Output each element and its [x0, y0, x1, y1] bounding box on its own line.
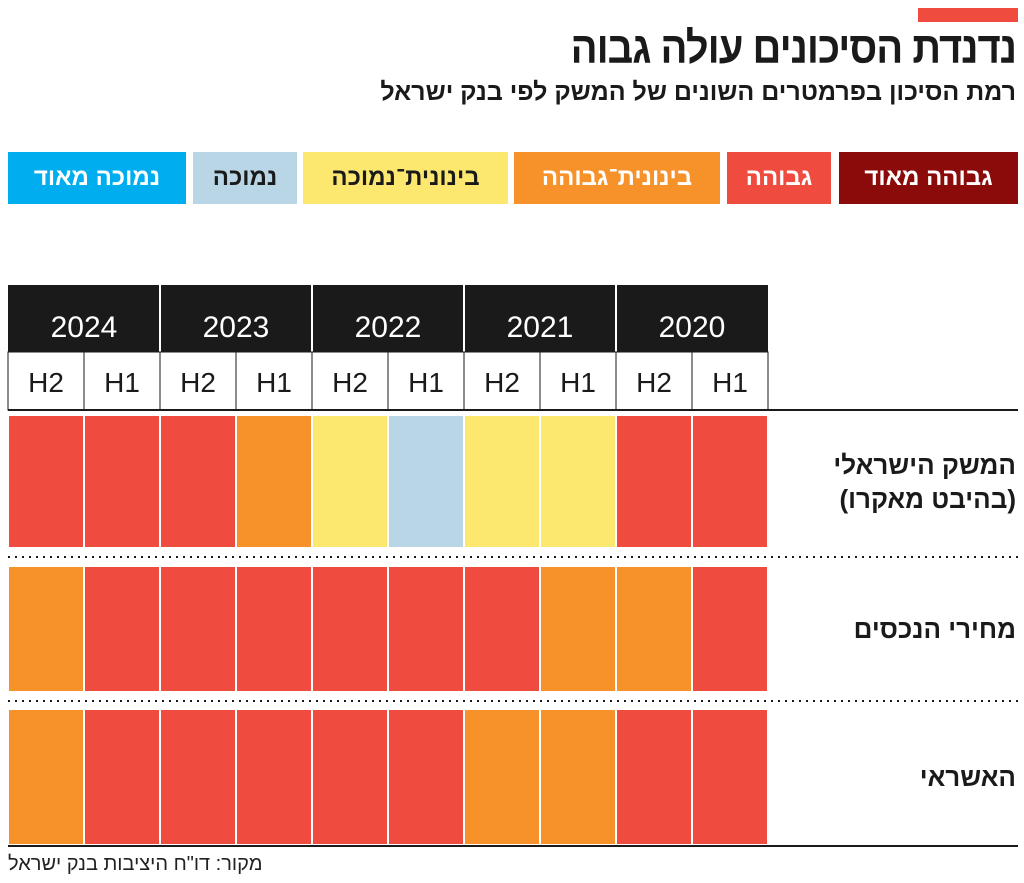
heatmap-cell: [7, 414, 85, 549]
half-label: H2: [28, 367, 64, 398]
row-label-line: (בהיבט מאקרו): [839, 483, 1016, 514]
heatmap-cell: [463, 414, 541, 549]
heatmap-cell: [387, 565, 465, 693]
heatmap-cell: [311, 565, 389, 693]
row-label: מחירי הנכסים: [854, 612, 1016, 646]
heatmap-cell: [311, 708, 389, 846]
heatmap-cell: [7, 708, 85, 846]
chart-subtitle: רמת הסיכון בפרמטרים השונים של המשק לפי ב…: [380, 78, 1016, 106]
half-label: H2: [332, 367, 368, 398]
half-label: H2: [484, 367, 520, 398]
source-note: מקור: דו"ח היציבות בנק ישראל: [8, 853, 263, 875]
heatmap-cell: [615, 565, 693, 693]
half-header-cell: [387, 351, 465, 411]
year-header-band: [8, 285, 768, 352]
heatmap-cell: [615, 708, 693, 846]
heatmap-cell: [311, 414, 389, 549]
legend-item-med_high: בינונית־גבוהה: [514, 152, 720, 204]
legend-item-med_low: בינונית־נמוכה: [303, 152, 508, 204]
heatmap-cell: [235, 565, 313, 693]
half-header-cell: [539, 351, 617, 411]
half-label: H1: [560, 367, 596, 398]
half-header-cell: [615, 351, 693, 411]
row-label-line: האשראי: [919, 762, 1016, 792]
row-label-line: המשק הישראלי: [833, 449, 1016, 480]
heatmap-cell: [159, 565, 237, 693]
half-header-cell: [235, 351, 313, 411]
heatmap-cell: [83, 565, 161, 693]
row-label-line: מחירי הנכסים: [853, 614, 1016, 644]
half-header-cell: [691, 351, 769, 411]
half-header-cell: [83, 351, 161, 411]
half-header-cell: [311, 351, 389, 411]
heatmap-cell: [159, 414, 237, 549]
heatmap-cell: [83, 708, 161, 846]
year-label: 2024: [51, 311, 118, 344]
heatmap-cell: [691, 708, 769, 846]
heatmap-cell: [83, 414, 161, 549]
row-label: המשק הישראלי (בהיבט מאקרו): [833, 448, 1016, 516]
legend-item-high: גבוהה: [727, 152, 831, 204]
heatmap-cell: [615, 414, 693, 549]
heatmap-cell: [463, 708, 541, 846]
year-label: 2020: [659, 311, 726, 344]
half-label: H1: [104, 367, 140, 398]
legend-item-very_high: גבוהה מאוד: [839, 152, 1018, 204]
heatmap-cell: [539, 708, 617, 846]
heatmap-cell: [539, 414, 617, 549]
heatmap-cell: [691, 565, 769, 693]
chart-title: נדנדת הסיכונים עולה גבוה: [570, 23, 1017, 73]
row-label: האשראי: [920, 760, 1016, 794]
half-header-cell: [159, 351, 237, 411]
heatmap-cell: [539, 565, 617, 693]
half-header-cell: [7, 351, 85, 411]
heatmap-cell: [691, 414, 769, 549]
half-label: H2: [636, 367, 672, 398]
accent-bar: [918, 8, 1018, 22]
year-label: 2021: [507, 311, 574, 344]
heatmap-cell: [463, 565, 541, 693]
half-label: H1: [712, 367, 748, 398]
heatmap-cell: [159, 708, 237, 846]
heatmap-cell: [235, 414, 313, 549]
legend-item-low: נמוכה: [193, 152, 297, 204]
heatmap-cell: [387, 708, 465, 846]
half-label: H2: [180, 367, 216, 398]
half-header-cell: [463, 351, 541, 411]
heatmap-cell: [387, 414, 465, 549]
year-label: 2022: [355, 311, 422, 344]
half-label: H1: [408, 367, 444, 398]
heatmap-cell: [7, 565, 85, 693]
heatmap-cell: [235, 708, 313, 846]
year-label: 2023: [203, 311, 270, 344]
half-label: H1: [256, 367, 292, 398]
legend-item-very_low: נמוכה מאוד: [8, 152, 186, 204]
